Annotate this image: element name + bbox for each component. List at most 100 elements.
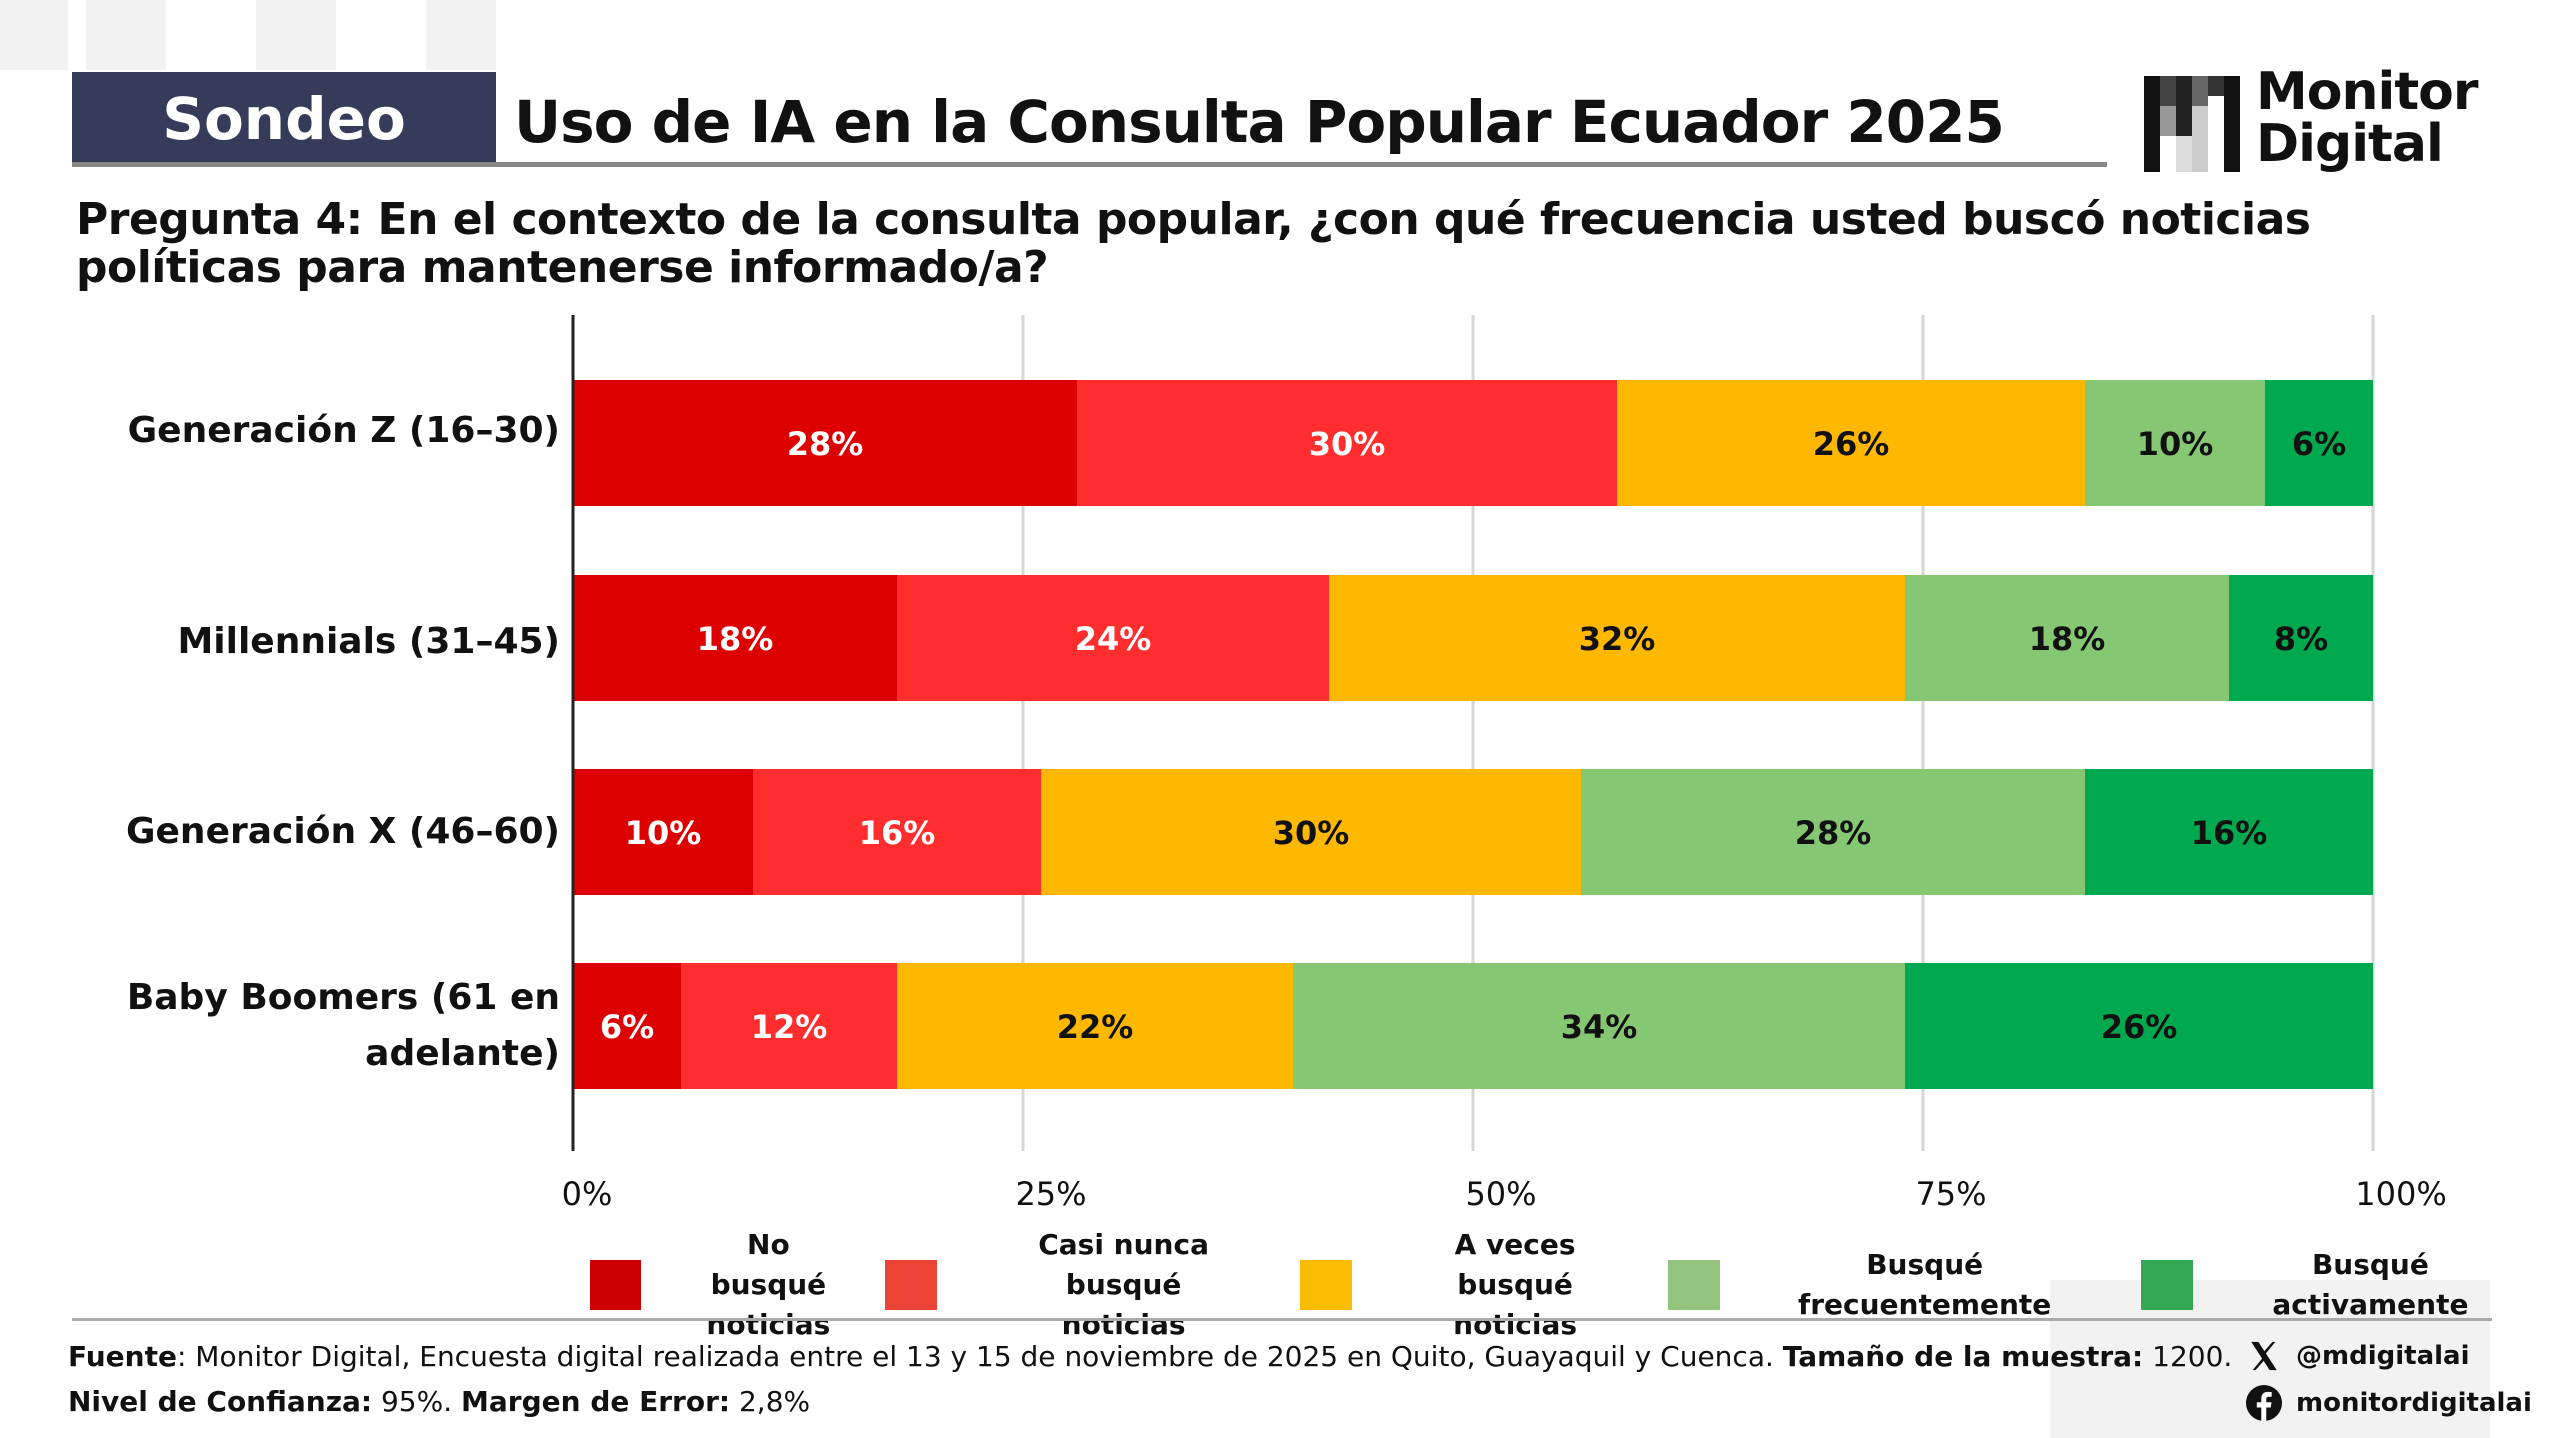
- bar-segment: [1905, 963, 2373, 1089]
- footer-source: Fuente: Monitor Digital, Encuesta digita…: [68, 1340, 2232, 1373]
- decor-block: [86, 0, 166, 70]
- data-label: 12%: [751, 1008, 828, 1046]
- category-label: Baby Boomers (61 en adelante): [127, 970, 560, 1082]
- data-label: 24%: [1075, 620, 1152, 658]
- facebook-social-link[interactable]: monitordigitalai: [2246, 1385, 2532, 1421]
- data-label: 6%: [600, 1008, 654, 1046]
- legend-label: A veces busqué noticias: [1402, 1225, 1629, 1345]
- confidence-label: Nivel de Confianza:: [68, 1385, 373, 1418]
- legend-item: Busqué frecuentemente: [1668, 1245, 2100, 1325]
- category-label: Millennials (31–45): [177, 614, 560, 670]
- data-label: 18%: [697, 620, 774, 658]
- data-label: 28%: [1795, 814, 1872, 852]
- legend-label: Casi nunca busqué noticias: [987, 1225, 1260, 1345]
- data-label: 26%: [1813, 425, 1890, 463]
- legend-label: Busqué frecuentemente: [1748, 1245, 2100, 1325]
- bar-segment: [681, 963, 897, 1089]
- bar-segment: [573, 575, 897, 701]
- legend-item: A veces busqué noticias: [1300, 1225, 1628, 1345]
- bar-segment: [1329, 575, 1905, 701]
- bar-segment: [1581, 769, 2085, 895]
- category-label-line: Baby Boomers (61 en: [126, 977, 560, 1018]
- legend-label: Busqué activamente: [2221, 1245, 2520, 1325]
- data-label: 28%: [787, 425, 864, 463]
- data-label: 10%: [625, 814, 702, 852]
- logo-word-monitor: Monitor: [2256, 62, 2479, 122]
- source-text: : Monitor Digital, Encuesta digital real…: [176, 1340, 1783, 1373]
- bar-segment: [2085, 769, 2373, 895]
- bar-segment: [2229, 575, 2373, 701]
- category-label-line: Generación Z (16–30): [127, 410, 560, 451]
- data-label: 10%: [2137, 425, 2214, 463]
- title-divider: [72, 162, 2107, 167]
- data-label: 18%: [2029, 620, 2106, 658]
- x-tick-label: 25%: [1015, 1175, 1087, 1213]
- margin-value: 2,8%: [730, 1385, 811, 1418]
- legend-label-line: A veces busqué: [1454, 1228, 1576, 1301]
- bar-segment: [753, 769, 1041, 895]
- legend-label-line: No busqué: [710, 1228, 827, 1301]
- legend-item: Casi nunca busqué noticias: [885, 1225, 1260, 1345]
- bar-segment: [573, 963, 681, 1089]
- legend-swatch: [1300, 1260, 1352, 1310]
- facebook-icon: [2246, 1385, 2282, 1421]
- bar-segment: [1041, 769, 1581, 895]
- question-text: Pregunta 4: En el contexto de la consult…: [76, 194, 2311, 293]
- data-label: 6%: [2292, 425, 2346, 463]
- bar-segment: [897, 963, 1293, 1089]
- sondeo-badge: Sondeo: [72, 72, 496, 165]
- confidence-value: 95%.: [372, 1385, 462, 1418]
- source-label: Fuente: [68, 1340, 177, 1373]
- footer-divider: [72, 1318, 2492, 1321]
- logo-mark-icon: [2144, 76, 2240, 172]
- logo-text: Monitor Digital: [2256, 62, 2479, 174]
- page-title: Uso de IA en la Consulta Popular Ecuador…: [514, 88, 2005, 156]
- margin-label: Margen de Error:: [461, 1385, 731, 1418]
- category-label-line: Generación X (46–60): [125, 811, 560, 852]
- legend-label-line: noticias: [1061, 1308, 1186, 1341]
- data-label: 26%: [2101, 1008, 2178, 1046]
- legend-swatch: [590, 1260, 642, 1310]
- x-tick-label: 75%: [1915, 1175, 1987, 1213]
- legend-item: No busqué noticias: [590, 1225, 845, 1345]
- x-logo-icon: [2246, 1338, 2282, 1374]
- bar-segment: [2085, 380, 2265, 506]
- bar-segment: [1077, 380, 1617, 506]
- sample-label: Tamaño de la muestra:: [1782, 1340, 2144, 1373]
- legend-label-line: Casi nunca busqué: [1038, 1228, 1209, 1301]
- legend-label-line: Busqué activamente: [2272, 1248, 2469, 1321]
- legend-label-line: noticias: [1453, 1308, 1578, 1341]
- category-label: Generación X (46–60): [126, 804, 560, 860]
- data-label: 32%: [1579, 620, 1656, 658]
- legend-label-line: Busqué frecuentemente: [1798, 1248, 2052, 1321]
- x-tick-label: 100%: [2355, 1175, 2447, 1213]
- sample-value: 1200.: [2143, 1340, 2233, 1373]
- legend-label-line: noticias: [706, 1308, 831, 1341]
- data-label: 30%: [1309, 425, 1386, 463]
- x-tick-label: 0%: [561, 1175, 613, 1213]
- category-label-line: adelante): [365, 1033, 560, 1074]
- legend-swatch: [1668, 1260, 1721, 1310]
- logo-word-digital: Digital: [2256, 114, 2444, 174]
- legend: No busqué noticias Casi nunca busqué notici…: [590, 1225, 2560, 1345]
- category-label-line: Millennials (31–45): [177, 621, 560, 662]
- category-label: Generación Z (16–30): [128, 403, 560, 459]
- facebook-handle: monitordigitalai: [2296, 1388, 2532, 1418]
- data-label: 30%: [1273, 814, 1350, 852]
- data-label: 34%: [1561, 1008, 1638, 1046]
- data-label: 8%: [2274, 620, 2328, 658]
- bar-segment: [1293, 963, 1905, 1089]
- bar-segment: [897, 575, 1329, 701]
- legend-item: Busqué activamente: [2140, 1245, 2520, 1325]
- decor-block: [256, 0, 336, 70]
- bar-segment: [2265, 380, 2373, 506]
- decor-block: [426, 0, 496, 70]
- data-label: 22%: [1057, 1008, 1134, 1046]
- legend-swatch: [885, 1260, 938, 1310]
- bar-segment: [573, 380, 1077, 506]
- data-label: 16%: [859, 814, 936, 852]
- x-tick-label: 50%: [1465, 1175, 1537, 1213]
- x-social-link[interactable]: @mdigitalai: [2246, 1338, 2469, 1374]
- footer-confidence: Nivel de Confianza: 95%. Margen de Error…: [68, 1385, 810, 1418]
